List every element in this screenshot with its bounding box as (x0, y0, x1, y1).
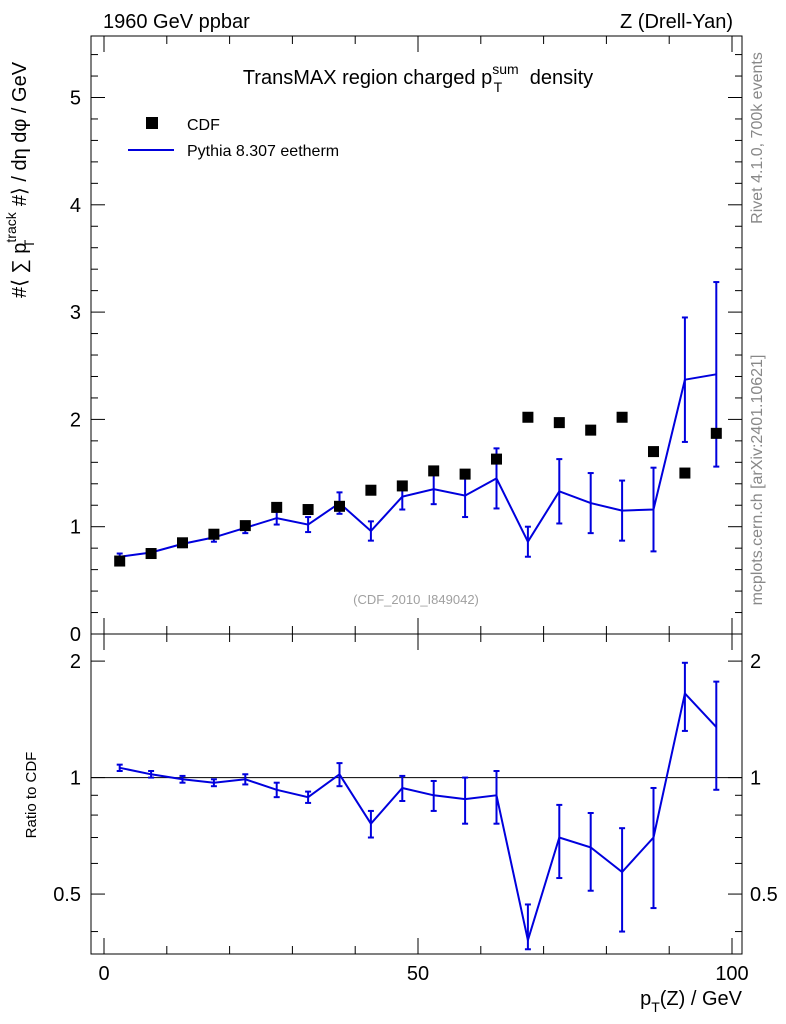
ratio-plot-frame (90, 633, 743, 955)
main-y-axis-label: #⟨ ∑ ptrackT #⟩ / dη dφ / GeV (3, 61, 37, 298)
cdf-series (114, 411, 722, 567)
legend-cdf-marker (146, 117, 158, 129)
cdf-data-point (553, 417, 565, 429)
cdf-data-point (616, 411, 628, 423)
ratio-line (119, 691, 718, 945)
cdf-data-point (428, 465, 440, 477)
cdf-data-point (208, 528, 220, 540)
analysis-id-label: (CDF_2010_I849042) (353, 592, 479, 607)
cdf-data-point (585, 424, 597, 436)
ratio-y-axis-label: Ratio to CDF (23, 752, 40, 839)
cdf-data-point (334, 500, 345, 512)
cdf-data-point (302, 504, 314, 516)
cdf-data-point (114, 555, 126, 567)
main-y-tick-label: 4 (70, 195, 81, 217)
main-y-tick-label: 0 (70, 624, 81, 646)
cdf-data-point (648, 446, 659, 458)
cdf-data-point (679, 467, 691, 479)
main-y-tick-label: 2 (70, 409, 81, 431)
header-left-label: 1960 GeV ppbar (103, 11, 250, 33)
ratio-y-tick-label: 2 (70, 651, 81, 673)
x-tick-label: 0 (98, 963, 109, 985)
cdf-data-point (396, 480, 408, 492)
cdf-data-point (710, 427, 722, 439)
cdf-data-point (365, 484, 377, 496)
main-y-tick-label: 1 (70, 517, 81, 539)
ratio-y-tick-label-right: 2 (750, 651, 761, 673)
legend-pythia-label: Pythia 8.307 eetherm (187, 143, 339, 160)
plot-title: TransMAX region charged psum T density (243, 61, 593, 95)
ratio-y-tick-label: 1 (70, 768, 81, 790)
cdf-data-point (271, 501, 283, 513)
x-tick-label: 100 (715, 963, 748, 985)
ratio-series (116, 661, 720, 951)
cdf-data-point (459, 468, 471, 480)
cdf-data-point (522, 411, 534, 423)
x-tick-label: 50 (407, 963, 429, 985)
ratio-axis-ticks (91, 634, 742, 954)
x-axis-label: pT(Z) / GeV (640, 988, 743, 1015)
main-y-tick-label: 3 (70, 302, 81, 324)
x-tick-labels: 0 50 100 (98, 963, 748, 985)
mcplots-url-label: mcplots.cern.ch [arXiv:2401.10621] (749, 355, 766, 606)
cdf-data-point (145, 548, 157, 560)
main-axis-ticks (91, 36, 742, 635)
ratio-y-tick-label-right: 1 (750, 768, 761, 790)
legend-cdf-label: CDF (187, 117, 220, 134)
pythia-series (116, 281, 720, 561)
cdf-data-point (491, 453, 502, 465)
main-y-tick-label: 5 (70, 88, 81, 110)
ratio-y-tick-labels: 0.5 0.5 1 1 2 2 (53, 651, 778, 906)
header-right-label: Z (Drell-Yan) (620, 11, 733, 33)
cdf-data-point (177, 537, 188, 549)
ratio-y-tick-label: 0.5 (53, 884, 81, 906)
main-y-tick-labels: 0 1 2 3 4 5 (70, 88, 81, 647)
ratio-y-tick-label-right: 0.5 (750, 884, 778, 906)
rivet-version-label: Rivet 4.1.0, 700k events (749, 52, 766, 224)
cdf-data-point (239, 520, 251, 532)
